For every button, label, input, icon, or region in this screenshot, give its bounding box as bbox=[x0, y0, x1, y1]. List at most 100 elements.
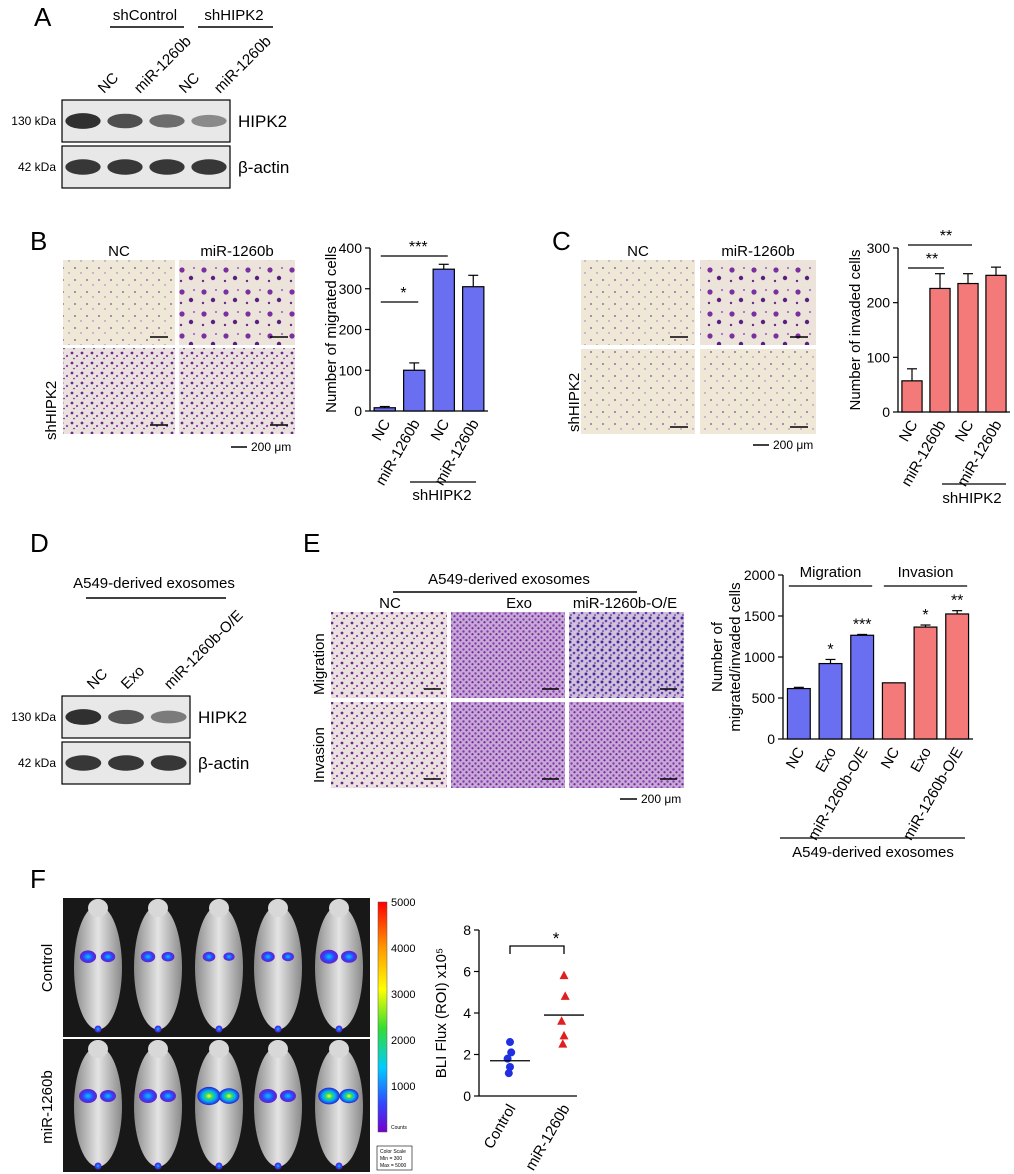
bli-signal bbox=[94, 1025, 102, 1033]
image-col-label: NC bbox=[379, 595, 401, 612]
bli-signal bbox=[320, 949, 338, 964]
bli-signal bbox=[274, 1162, 282, 1170]
data-point-mir1260b bbox=[559, 970, 569, 980]
image-col-label: NC bbox=[108, 243, 130, 260]
protein-label: β-actin bbox=[238, 158, 289, 177]
data-point-control bbox=[503, 1054, 512, 1063]
colorbar-tick: 1000 bbox=[391, 1081, 415, 1093]
protein-label: β-actin bbox=[198, 754, 249, 773]
mouse bbox=[315, 905, 363, 1030]
micrograph-shhipk2-nc bbox=[581, 349, 695, 434]
protein-label: HIPK2 bbox=[198, 708, 247, 727]
blot-band bbox=[107, 113, 143, 129]
y-axis-label: migrated/invaded cells bbox=[727, 582, 744, 731]
blot-band bbox=[65, 113, 101, 129]
row-label-shhipk2: shHIPK2 bbox=[43, 381, 60, 440]
data-point-mir1260b bbox=[557, 1016, 567, 1025]
exosome-header: A549-derived exosomes bbox=[73, 575, 235, 592]
lane-label: Exo bbox=[118, 663, 148, 693]
bli-signal bbox=[335, 1025, 343, 1033]
bar bbox=[957, 282, 979, 413]
bli-signal bbox=[197, 1086, 221, 1106]
data-point-control bbox=[504, 1069, 513, 1078]
bar bbox=[403, 369, 426, 412]
panel-f: F Control miR-1260b 5000 4000 3000 2000 … bbox=[30, 864, 584, 1174]
bli-signal bbox=[339, 1088, 359, 1104]
group-header: Migration bbox=[800, 564, 862, 581]
x-tick-label: Control bbox=[481, 1102, 520, 1152]
x-tick-label: NC bbox=[369, 416, 395, 443]
bli-signal bbox=[280, 1090, 296, 1103]
panel-c-letter: C bbox=[552, 226, 571, 256]
mouse-tail bbox=[88, 899, 108, 917]
lane-label: miR-1260b-O/E bbox=[161, 607, 247, 693]
bli-signal bbox=[215, 1025, 223, 1033]
x-tick-label: Exo bbox=[812, 745, 840, 776]
image-col-label: NC bbox=[627, 243, 649, 260]
y-axis-label: BLI Flux (ROI) x10⁵ bbox=[433, 948, 450, 1078]
data-point-mir1260b bbox=[560, 991, 570, 1000]
mouse bbox=[195, 905, 243, 1030]
blot-band bbox=[191, 114, 227, 128]
panel-a-letter: A bbox=[34, 2, 52, 32]
bli-signal bbox=[100, 1090, 116, 1103]
scale-bar-label: 200 μm bbox=[251, 440, 291, 454]
x-tick-label: miR-1260b-O/E bbox=[805, 745, 872, 844]
scale-bar-label: 200 μm bbox=[773, 438, 813, 452]
bar bbox=[432, 268, 455, 412]
bli-signal bbox=[202, 951, 216, 962]
blot-band bbox=[108, 755, 144, 771]
data-point-control bbox=[506, 1038, 514, 1047]
panel-c: C NC miR-1260b shHIPK2 200 μm 0 100 200 300… bbox=[552, 226, 1010, 507]
y-tick-label: 0 bbox=[354, 403, 362, 419]
bli-signal bbox=[341, 950, 357, 963]
mouse bbox=[134, 905, 182, 1030]
mouse bbox=[254, 905, 302, 1030]
panel-f-letter: F bbox=[30, 864, 46, 894]
blot-band bbox=[65, 709, 102, 725]
image-col-label: miR-1260b bbox=[200, 243, 273, 260]
y-tick-label: 200 bbox=[867, 295, 891, 311]
data-point-mir1260b bbox=[558, 1039, 568, 1048]
footer-label: A549-derived exosomes bbox=[792, 844, 954, 861]
y-tick-label: 400 bbox=[339, 240, 363, 256]
colorbar-tick: 2000 bbox=[391, 1035, 415, 1047]
blot-band bbox=[65, 755, 102, 771]
micrograph-migration-oe bbox=[569, 612, 684, 698]
bli-signal bbox=[218, 1088, 240, 1104]
micrograph-shhipk2-mir1260b bbox=[179, 348, 295, 434]
y-axis-label: Number of bbox=[709, 621, 726, 692]
x-tick-label: NC bbox=[878, 744, 904, 771]
bli-signal bbox=[259, 1089, 277, 1104]
colorbar-tick: 3000 bbox=[391, 989, 415, 1001]
group-label: shHIPK2 bbox=[942, 490, 1001, 507]
exosome-header: A549-derived exosomes bbox=[428, 571, 590, 588]
bli-signal bbox=[215, 1162, 223, 1170]
blot-band bbox=[149, 114, 185, 128]
mouse-tail bbox=[268, 1040, 288, 1058]
lane-label: NC bbox=[176, 69, 203, 96]
mouse bbox=[74, 1046, 122, 1167]
significance-star: *** bbox=[853, 616, 872, 633]
lane-label: NC bbox=[95, 69, 122, 96]
x-tick-label: NC bbox=[896, 417, 922, 444]
data-point-control bbox=[507, 1048, 516, 1057]
micrograph-invasion-oe bbox=[569, 702, 684, 788]
mouse bbox=[195, 1046, 243, 1167]
y-axis-label: Number of invaded cells bbox=[847, 250, 864, 411]
mouse bbox=[74, 905, 122, 1030]
x-tick-label: Exo bbox=[907, 745, 935, 776]
bli-signal bbox=[154, 1025, 162, 1033]
bli-signal bbox=[161, 951, 175, 962]
micrograph-invasion-nc bbox=[331, 702, 447, 788]
image-col-label: miR-1260b-O/E bbox=[573, 595, 677, 612]
micrograph-mir1260b bbox=[700, 260, 816, 345]
significance-bracket bbox=[509, 945, 565, 954]
mouse-tail bbox=[88, 1040, 108, 1058]
image-col-label: miR-1260b bbox=[721, 243, 794, 260]
bli-signal bbox=[79, 1089, 97, 1104]
color-scale-text: Min = 300 bbox=[380, 1156, 402, 1162]
significance-star: * bbox=[553, 929, 560, 948]
micrograph-shhipk2-mir1260b bbox=[700, 349, 816, 434]
